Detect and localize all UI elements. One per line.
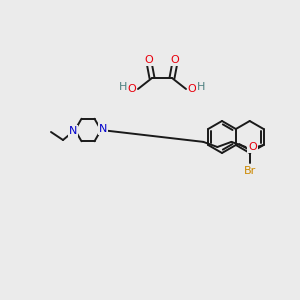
Text: N: N [99, 124, 107, 134]
Text: O: O [248, 142, 257, 152]
Text: O: O [188, 84, 196, 94]
Text: H: H [197, 82, 205, 92]
Text: N: N [69, 126, 77, 136]
Text: H: H [119, 82, 127, 92]
Text: O: O [145, 55, 153, 65]
Text: Br: Br [244, 166, 256, 176]
Text: O: O [171, 55, 179, 65]
Text: O: O [128, 84, 136, 94]
